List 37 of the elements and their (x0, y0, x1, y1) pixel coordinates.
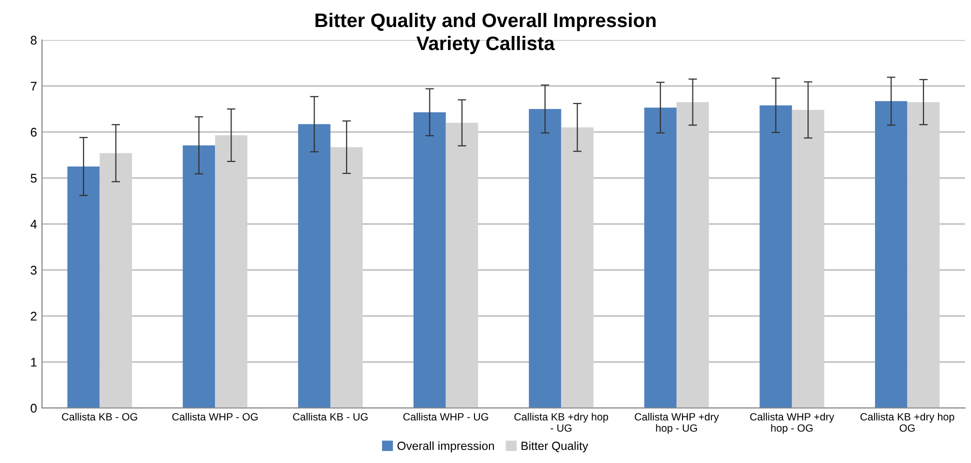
y-tick-label: 3 (30, 266, 37, 275)
x-tick-label: Callista WHP - OG (172, 412, 258, 421)
bar (67, 166, 100, 408)
x-tick-label: Callista KB +dry hop OG (860, 412, 954, 432)
bar (528, 109, 562, 408)
y-tick-label: 7 (30, 82, 37, 91)
legend-label: Overall impression (397, 441, 494, 452)
bar (676, 102, 709, 408)
chart-subtitle: Variety Callista (416, 36, 555, 54)
bar (792, 110, 824, 408)
y-tick-label: 1 (31, 358, 37, 367)
y-tick-label: 0 (30, 404, 37, 413)
bar (907, 102, 940, 408)
bar (644, 108, 677, 408)
bar (330, 147, 363, 408)
x-tick-label: Callista WHP +dry hop - UG (634, 412, 719, 434)
bar (446, 122, 478, 408)
y-tick-label: 5 (30, 174, 37, 183)
bar (760, 105, 792, 408)
bar (298, 124, 330, 408)
bar (561, 127, 594, 408)
bar (215, 135, 248, 408)
y-tick-label: 8 (30, 36, 37, 45)
bar (182, 145, 216, 408)
bar (414, 112, 446, 408)
x-tick-label: Callista WHP +dry hop - OG (750, 412, 834, 434)
y-tick-label: 4 (30, 220, 37, 229)
x-tick-label: Callista WHP - UG (403, 412, 488, 421)
y-tick-label: 2 (30, 312, 37, 321)
bar (875, 101, 908, 408)
x-tick-label: Callista KB - OG (62, 412, 138, 421)
legend-label: Bitter Quality (522, 441, 588, 452)
bar (100, 153, 132, 408)
chart-title: Bitter Quality and Overall Impression (316, 12, 656, 32)
x-tick-label: Callista KB +dry hop - UG (514, 412, 608, 432)
x-tick-label: Callista KB - UG (293, 412, 368, 421)
y-tick-label: 6 (30, 128, 37, 137)
